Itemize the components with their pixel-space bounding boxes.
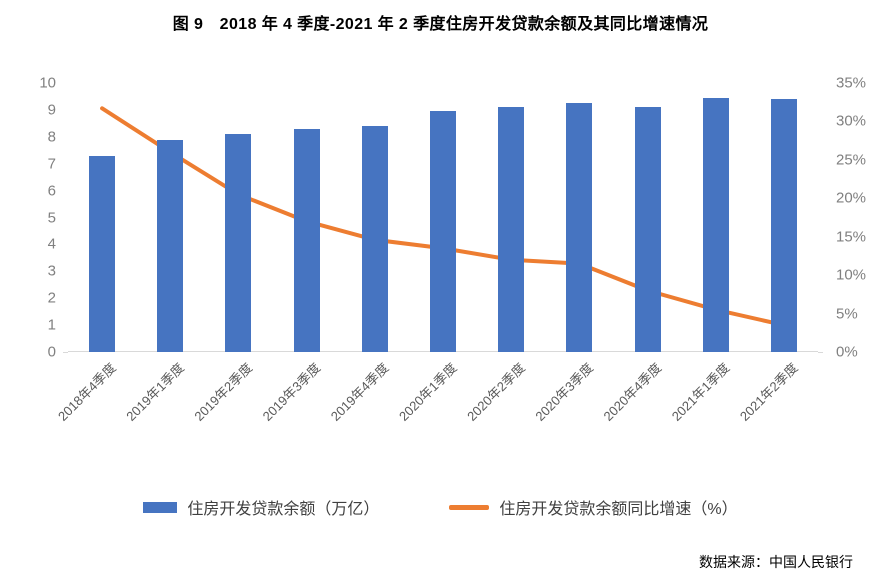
source-note: 数据来源：中国人民银行	[699, 554, 853, 570]
y-axis-right-tick-label: 15%	[836, 228, 867, 246]
y-axis-left-tick-label: 8	[47, 128, 56, 146]
y-axis-left-tick-label: 3	[47, 262, 56, 280]
legend-item-line: 住房开发贷款余额同比增速（%）	[449, 495, 738, 519]
y-axis-right-tick-label: 5%	[836, 305, 858, 323]
y-axis-right-tick-label: 20%	[836, 189, 867, 207]
bar-2020年1季度	[430, 111, 456, 352]
y-axis-right-tick-label: 35%	[836, 74, 867, 92]
y-axis-right-tick-label: 25%	[836, 151, 867, 169]
y-axis-left-tick-label: 4	[47, 235, 56, 253]
y-axis-right-tick-label: 0%	[836, 343, 858, 361]
y-axis-left-tick-label: 10	[39, 74, 56, 92]
y-axis-left-tick	[63, 351, 68, 353]
legend-swatch-bar-icon	[143, 501, 178, 513]
legend-label-line: 住房开发贷款余额同比增速（%）	[499, 501, 738, 518]
bar-2020年4季度	[634, 107, 661, 352]
chart-legend: 住房开发贷款余额（万亿） 住房开发贷款余额同比增速（%）	[0, 495, 881, 519]
legend-swatch-line-icon	[449, 504, 490, 510]
y-axis-left-tick-label: 0	[47, 343, 56, 361]
y-axis-left-tick-label: 2	[47, 289, 56, 307]
bar-2020年2季度	[498, 107, 525, 352]
bar-2020年3季度	[566, 103, 593, 352]
legend-item-bar: 住房开发贷款余额（万亿）	[143, 495, 379, 519]
plot-area: 0 1 2 3 4 5 6 7 8 9 10 0% 5% 10% 15% 20% 25% 30% 35% 2018年4…	[39, 75, 866, 424]
bar-2018年4季度	[89, 155, 116, 352]
y-axis-right-tick	[818, 351, 823, 353]
y-axis-left-tick-label: 1	[47, 316, 56, 334]
y-axis-left-tick-label: 6	[47, 182, 56, 200]
y-axis-right-tick-label: 30%	[836, 112, 867, 130]
y-axis-left-tick-label: 7	[47, 155, 56, 173]
bar-2019年2季度	[225, 134, 252, 352]
legend-label-bar: 住房开发贷款余额（万亿）	[187, 501, 380, 518]
chart-title: 图 9 2018 年 4 季度-2021 年 2 季度住房开发贷款余额及其同比增…	[172, 16, 709, 33]
bar-2019年3季度	[293, 128, 320, 352]
bar-2021年1季度	[702, 97, 729, 352]
bar-2019年1季度	[157, 139, 184, 352]
bar-2019年4季度	[361, 126, 388, 352]
bar-2021年2季度	[770, 99, 797, 352]
y-axis-left-tick-label: 5	[47, 209, 56, 226]
y-axis-left-tick-label: 9	[47, 101, 56, 119]
y-axis-right-tick-label: 10%	[836, 266, 867, 284]
